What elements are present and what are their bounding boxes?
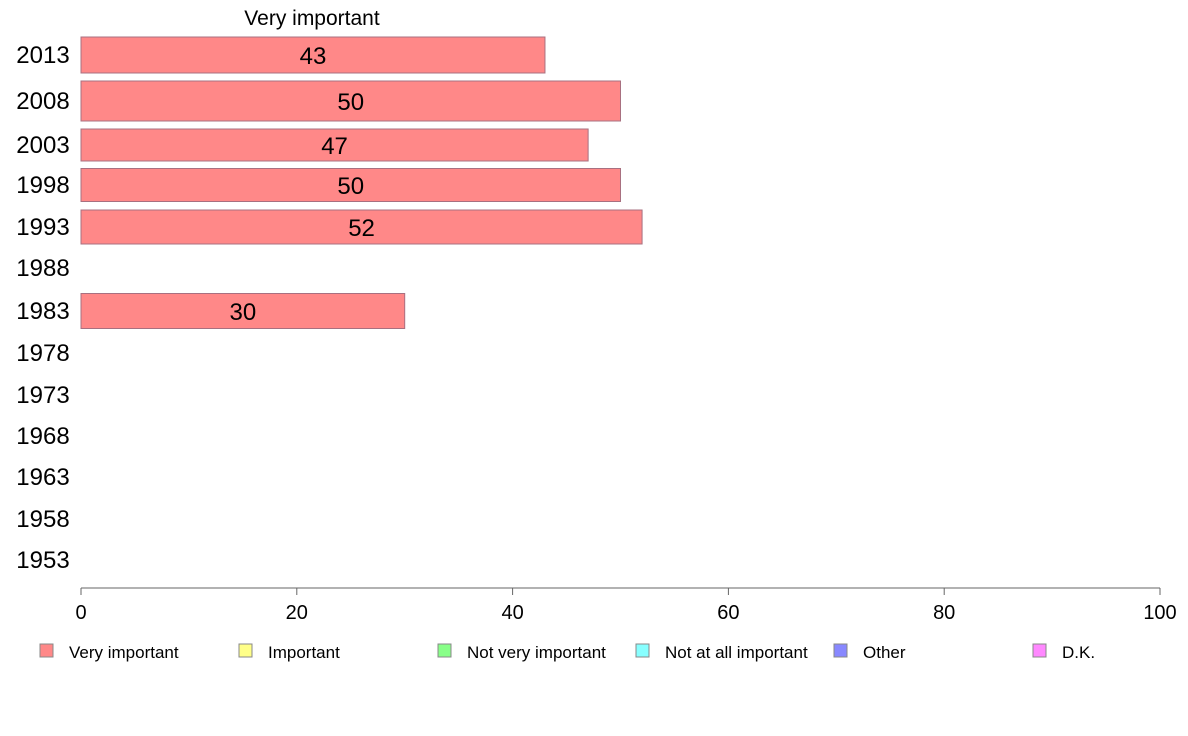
legend-label-important: Important xyxy=(268,643,340,662)
bar-1983 xyxy=(80,293,406,329)
x-tick-label-100: 100 xyxy=(1143,602,1176,624)
x-axis: 0 20 40 60 80 100 xyxy=(75,587,1177,624)
year-label-1983: 1983 xyxy=(16,298,69,325)
year-label-1968: 1968 xyxy=(16,423,69,450)
year-label-2003: 2003 xyxy=(16,132,69,159)
bar-2013 xyxy=(80,36,546,74)
bar-1993 xyxy=(80,209,643,245)
x-tick-label-0: 0 xyxy=(75,602,86,624)
bar-2008 xyxy=(80,80,621,122)
x-tick-label-80: 80 xyxy=(933,602,955,624)
year-label-1963: 1963 xyxy=(16,464,69,491)
legend-label-not-very-important: Not very important xyxy=(467,643,606,662)
legend-swatch-not-very-important xyxy=(437,643,452,658)
legend-swatch-not-at-all-important xyxy=(635,643,650,658)
year-labels-group: 2013 2008 2003 1998 1993 1988 1983 1978 1973 1968… xyxy=(16,42,69,574)
value-label-2008: 50 xyxy=(337,89,364,116)
x-tick-label-60: 60 xyxy=(717,602,739,624)
x-tick-label-40: 40 xyxy=(501,602,523,624)
year-label-1988: 1988 xyxy=(16,255,69,282)
year-label-1978: 1978 xyxy=(16,340,69,367)
legend-swatch-very-important xyxy=(39,643,54,658)
legend-swatch-other xyxy=(833,643,848,658)
year-label-2008: 2008 xyxy=(16,88,69,115)
legend-label-not-at-all-important: Not at all important xyxy=(665,643,808,662)
year-label-1953: 1953 xyxy=(16,547,69,574)
legend-label-d-k: D.K. xyxy=(1062,643,1095,662)
legend-swatch-important xyxy=(238,643,253,658)
x-tick-label-20: 20 xyxy=(286,602,308,624)
year-label-1958: 1958 xyxy=(16,506,69,533)
year-label-2013: 2013 xyxy=(16,42,69,69)
legend: Very important Important Not very importan… xyxy=(39,643,1095,662)
value-label-1983: 30 xyxy=(229,299,256,326)
year-label-1973: 1973 xyxy=(16,382,69,409)
year-label-1998: 1998 xyxy=(16,172,69,199)
legend-label-other: Other xyxy=(863,643,906,662)
value-label-1993: 52 xyxy=(348,215,375,242)
value-label-1998: 50 xyxy=(337,173,364,200)
legend-swatch-d-k xyxy=(1032,643,1047,658)
bars-group: 43 50 47 50 52 30 xyxy=(80,36,643,329)
legend-label-very-important: Very important xyxy=(69,643,179,662)
bar-1998 xyxy=(80,168,621,202)
value-label-2003: 47 xyxy=(321,133,348,160)
series-title: Very important xyxy=(244,7,380,30)
year-label-1993: 1993 xyxy=(16,214,69,241)
value-label-2013: 43 xyxy=(300,43,327,70)
bar-2003 xyxy=(80,128,589,162)
